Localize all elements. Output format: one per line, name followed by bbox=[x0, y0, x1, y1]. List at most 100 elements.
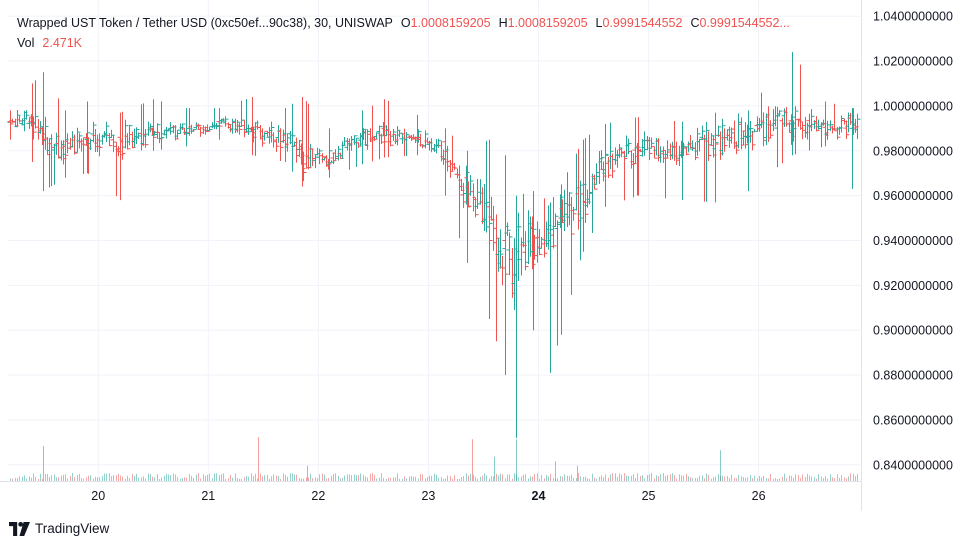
open-value: 1.0008159205 bbox=[410, 16, 491, 30]
ohlc-bar bbox=[738, 117, 745, 150]
ohlc-bar bbox=[813, 116, 820, 132]
y-tick-label: 0.8800000000 bbox=[873, 369, 953, 383]
ohlc-bar bbox=[699, 125, 706, 140]
ohlc-bar bbox=[236, 123, 243, 135]
ohlc-bar bbox=[554, 220, 561, 346]
ohlc-bar bbox=[570, 206, 577, 221]
ohlc-bar-key bbox=[530, 191, 537, 331]
ohlc-bar bbox=[96, 133, 103, 157]
ohlc-bar-key bbox=[299, 96, 306, 187]
ohlc-bar bbox=[76, 133, 83, 149]
tradingview-logo[interactable]: TradingView bbox=[9, 521, 109, 536]
ohlc-bar bbox=[142, 128, 149, 148]
x-tick-label: 25 bbox=[642, 489, 656, 503]
ohlc-bar-key bbox=[513, 195, 520, 438]
ohlc-bar-key bbox=[547, 202, 554, 373]
ohlc-bar bbox=[103, 121, 110, 143]
ohlc-bar bbox=[23, 110, 30, 120]
ohlc-bar bbox=[273, 138, 280, 152]
ohlc-bar bbox=[705, 131, 712, 161]
ohlc-bar bbox=[234, 119, 241, 133]
ohlc-bar bbox=[106, 133, 113, 147]
ohlc-bar-key bbox=[282, 108, 289, 162]
y-tick-label: 1.0200000000 bbox=[873, 55, 953, 69]
ohlc-bar-key bbox=[150, 99, 157, 151]
high-value: 1.0008159205 bbox=[507, 16, 588, 30]
ohlc-bar bbox=[422, 130, 429, 149]
ohlc-bar bbox=[827, 120, 834, 131]
ohlc-bar-key bbox=[359, 110, 366, 165]
ohlc-bar-key bbox=[249, 96, 256, 156]
ohlc-bar-key bbox=[558, 184, 565, 335]
ohlc-bar bbox=[396, 130, 403, 138]
ohlc-bar bbox=[598, 150, 605, 170]
price-bars bbox=[7, 52, 861, 438]
ohlc-bar bbox=[472, 196, 479, 218]
y-tick-label: 0.9600000000 bbox=[873, 189, 953, 203]
ohlc-bar bbox=[651, 146, 658, 159]
ohlc-bar bbox=[403, 131, 410, 157]
ohlc-bar bbox=[703, 122, 710, 202]
ohlc-bar-key bbox=[635, 117, 642, 196]
ohlc-bar bbox=[293, 137, 300, 163]
ohlc-bar bbox=[90, 121, 97, 143]
ohlc-bar-key bbox=[62, 110, 69, 178]
ohlc-bar bbox=[335, 145, 342, 161]
ohlc-bar-key bbox=[822, 101, 829, 147]
ohlc-bar-key bbox=[486, 139, 493, 319]
symbol-title[interactable]: Wrapped UST Token / Tether USD (0xc50ef.… bbox=[17, 16, 393, 30]
ohlc-bar bbox=[167, 122, 174, 135]
y-tick-label: 0.9400000000 bbox=[873, 234, 953, 248]
x-tick-label: 20 bbox=[91, 489, 105, 503]
ohlc-bar-key bbox=[712, 112, 719, 203]
ohlc-bar-key bbox=[7, 110, 14, 140]
y-tick-label: 0.9200000000 bbox=[873, 279, 953, 293]
ohlc-bar bbox=[387, 130, 394, 147]
ohlc-bar bbox=[776, 110, 783, 117]
ohlc-bar-key bbox=[381, 99, 388, 158]
ohlc-bar bbox=[568, 196, 575, 295]
x-tick-label: 26 bbox=[752, 489, 766, 503]
x-tick-label: 22 bbox=[311, 489, 325, 503]
ohlc-bar bbox=[447, 160, 454, 178]
ohlc-bar-key bbox=[502, 155, 509, 376]
open-label: O bbox=[400, 16, 411, 30]
ohlc-bar bbox=[664, 140, 671, 158]
legend-ohlc-row: Wrapped UST Token / Tether USD (0xc50ef.… bbox=[17, 13, 798, 33]
low-label: L bbox=[595, 16, 603, 30]
ohlc-bar-key bbox=[40, 72, 47, 192]
ohlc-bar bbox=[506, 232, 513, 276]
y-tick-label: 0.9000000000 bbox=[873, 324, 953, 338]
y-tick-label: 0.8400000000 bbox=[873, 458, 953, 472]
ohlc-bar bbox=[621, 150, 628, 201]
ohlc-bar-key bbox=[580, 139, 587, 252]
ohlc-bar-key bbox=[679, 121, 686, 201]
ohlc-bar bbox=[493, 214, 500, 342]
ohlc-bar bbox=[316, 148, 323, 165]
ohlc-bar bbox=[195, 123, 202, 130]
ohlc-bar bbox=[683, 147, 690, 156]
ohlc-bar bbox=[566, 192, 573, 226]
ohlc-bar bbox=[616, 143, 623, 158]
y-tick-label: 1.0400000000 bbox=[873, 10, 953, 24]
ohlc-bar-key bbox=[414, 114, 421, 156]
ohlc-bar-key bbox=[464, 150, 471, 263]
ohlc-bar bbox=[277, 128, 284, 161]
axes: 1.0400000000 1.0200000000 1.0000000000 0.98… bbox=[0, 0, 953, 511]
ohlc-bar bbox=[607, 122, 614, 170]
close-value: 0.9991544552... bbox=[699, 16, 790, 30]
ohlc-bar bbox=[854, 113, 861, 140]
ohlc-bar bbox=[536, 228, 543, 256]
ohlc-bar bbox=[541, 198, 548, 258]
ohlc-bar bbox=[721, 128, 728, 152]
ohlc-bar bbox=[843, 120, 850, 140]
x-tick-label: 21 bbox=[201, 489, 215, 503]
volume-label[interactable]: Vol bbox=[17, 36, 35, 50]
ohlc-bar bbox=[497, 229, 504, 269]
ohlc-bar bbox=[838, 115, 845, 133]
ohlc-bar bbox=[289, 103, 296, 172]
ohlc-bar bbox=[609, 153, 616, 178]
ohlc-bar bbox=[451, 162, 458, 171]
ohlc-bar bbox=[751, 128, 758, 133]
